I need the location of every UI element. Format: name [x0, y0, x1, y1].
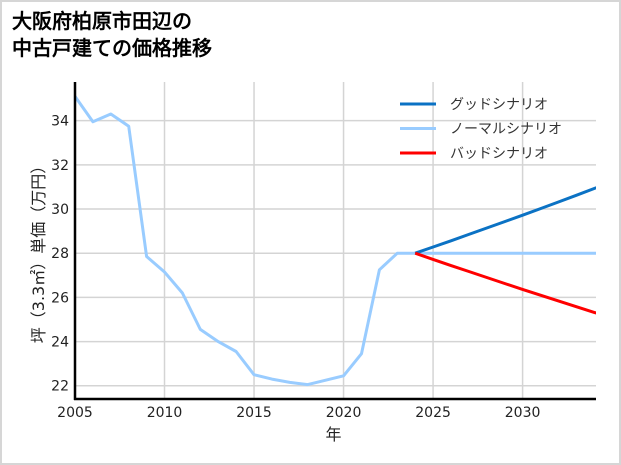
x-tick-label: 2005 — [57, 405, 93, 421]
y-tick-label: 22 — [51, 379, 69, 395]
legend-label: ノーマルシナリオ — [450, 122, 562, 138]
x-tick-label: 2030 — [505, 405, 541, 421]
axes — [73, 82, 596, 401]
chart-title: 大阪府柏原市田辺の 中古戸建ての価格推移 — [12, 9, 212, 60]
x-tick-label: 2025 — [415, 405, 451, 421]
x-tick-label: 2020 — [326, 405, 362, 421]
tick-labels: 2005 2010 2015 2020 2025 2030 22 24 26 28 30 32 34 — [51, 114, 540, 421]
y-tick-label: 26 — [51, 290, 69, 306]
x-tick-label: 2015 — [236, 405, 272, 421]
y-tick-label: 30 — [51, 202, 69, 218]
series-line — [414, 186, 596, 255]
x-tick-label: 2010 — [147, 405, 183, 421]
y-tick-label: 28 — [51, 246, 69, 262]
y-tick-label: 24 — [51, 335, 69, 351]
y-axis-label: 坪（3.3㎡）単価（万円） — [29, 158, 48, 343]
series-line — [414, 251, 596, 315]
y-tick-label: 32 — [51, 158, 69, 174]
legend-label: バッドシナリオ — [450, 146, 548, 162]
y-tick-label: 34 — [51, 114, 69, 130]
series-lines — [75, 95, 596, 387]
legend-label: グッドシナリオ — [450, 97, 548, 113]
x-axis-label: 年 — [325, 425, 341, 444]
series-line — [75, 95, 596, 387]
